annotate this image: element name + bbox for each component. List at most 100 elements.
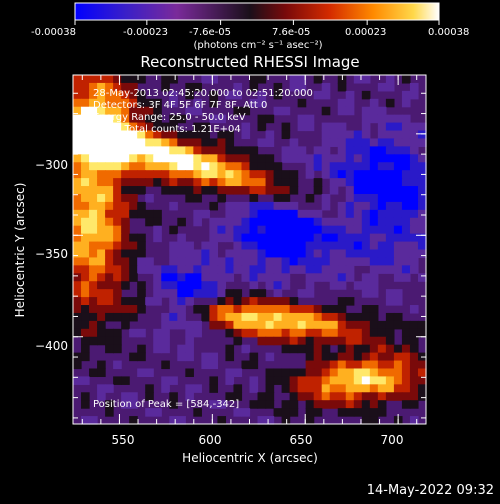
heatmap-cell	[305, 384, 315, 393]
heatmap-cell	[393, 225, 403, 235]
heatmap-cell	[313, 368, 323, 378]
heatmap-cell	[209, 257, 219, 266]
heatmap-cell	[393, 233, 403, 243]
heatmap-cell	[385, 368, 395, 378]
heatmap-cell	[265, 305, 275, 314]
heatmap-cell	[345, 162, 355, 171]
heatmap-cell	[257, 138, 267, 147]
heatmap-cell	[73, 90, 82, 100]
heatmap-cell	[81, 146, 90, 155]
heatmap-cell	[273, 225, 283, 235]
heatmap-cell	[73, 249, 82, 259]
heatmap-cell	[353, 408, 363, 417]
heatmap-cell	[129, 90, 138, 100]
heatmap-cell	[257, 273, 267, 282]
heatmap-cell	[257, 305, 267, 314]
heatmap-cell	[297, 265, 307, 274]
heatmap-cell	[97, 249, 106, 259]
heatmap-cell	[329, 368, 339, 378]
heatmap-cell	[281, 408, 291, 417]
heatmap-cell	[233, 233, 243, 243]
heatmap-cell	[337, 178, 347, 187]
heatmap-cell	[401, 186, 411, 195]
heatmap-cell	[337, 376, 347, 385]
heatmap-cell	[121, 106, 130, 116]
heatmap-cell	[281, 193, 291, 203]
heatmap-cell	[305, 312, 315, 322]
heatmap-cell	[73, 106, 82, 116]
heatmap-cell	[353, 320, 363, 330]
heatmap-cell	[289, 146, 299, 155]
heatmap-cell	[265, 376, 275, 385]
heatmap-cell	[377, 217, 387, 227]
heatmap-cell	[257, 90, 267, 100]
heatmap-cell	[369, 281, 379, 290]
heatmap-cell	[97, 106, 106, 116]
heatmap-cell	[377, 376, 387, 385]
heatmap-cell	[289, 320, 299, 330]
heatmap-cell	[401, 265, 411, 274]
heatmap-cell	[321, 384, 331, 393]
heatmap-cell	[289, 384, 299, 393]
heatmap-cell	[353, 344, 363, 354]
heatmap-cell	[313, 217, 323, 227]
heatmap-cell	[113, 225, 122, 235]
heatmap-cell	[361, 312, 371, 322]
heatmap-cell	[185, 186, 194, 195]
heatmap-cell	[289, 154, 299, 163]
heatmap-cell	[89, 225, 98, 235]
heatmap-cell	[217, 312, 227, 322]
heatmap-cell	[121, 217, 130, 227]
heatmap-cell	[265, 297, 275, 306]
heatmap-cell	[233, 209, 243, 219]
heatmap-cell	[393, 130, 403, 140]
heatmap-cell	[345, 273, 355, 282]
heatmap-cell	[137, 130, 146, 140]
heatmap-cell	[193, 154, 202, 163]
heatmap-cell	[185, 178, 194, 187]
heatmap-cell	[169, 90, 178, 100]
heatmap-cell	[121, 75, 130, 84]
heatmap-cell	[193, 281, 202, 290]
heatmap-cell	[185, 162, 194, 171]
heatmap-cell	[257, 209, 267, 219]
heatmap-cell	[321, 344, 331, 354]
heatmap-cell	[377, 225, 387, 235]
heatmap-cell	[265, 392, 275, 401]
heatmap-cell	[337, 344, 347, 354]
heatmap-cell	[89, 193, 98, 203]
heatmap-cell	[345, 368, 355, 378]
heatmap-cell	[353, 376, 363, 385]
heatmap-cell	[137, 257, 146, 266]
heatmap-cell	[121, 82, 130, 92]
heatmap-cell	[353, 193, 363, 203]
heatmap-cell	[257, 320, 267, 330]
heatmap-cell	[209, 178, 219, 187]
heatmap-cell	[273, 408, 283, 417]
heatmap-cell	[89, 75, 98, 84]
heatmap-cell	[329, 138, 339, 147]
heatmap-cell	[361, 289, 371, 298]
heatmap-cell	[209, 233, 219, 243]
heatmap-cell	[305, 225, 315, 235]
heatmap-cell	[329, 352, 339, 362]
heatmap-cell	[321, 225, 331, 235]
heatmap-cell	[273, 312, 283, 322]
heatmap-cell	[145, 130, 154, 140]
heatmap-cell	[241, 106, 251, 116]
heatmap-cell	[289, 170, 299, 179]
heatmap-cell	[177, 273, 186, 282]
heatmap-cell	[105, 400, 114, 409]
heatmap-cell	[113, 336, 122, 346]
heatmap-cell	[185, 170, 194, 179]
heatmap-cell	[329, 130, 339, 140]
heatmap-cell	[353, 138, 363, 147]
heatmap-cell	[105, 344, 114, 354]
heatmap-cell	[369, 400, 379, 409]
heatmap-cell	[281, 178, 291, 187]
heatmap-cell	[233, 312, 243, 322]
heatmap-cell	[321, 130, 331, 140]
heatmap-cell	[321, 392, 331, 401]
heatmap-cell	[417, 360, 427, 370]
heatmap-cell	[137, 209, 146, 219]
